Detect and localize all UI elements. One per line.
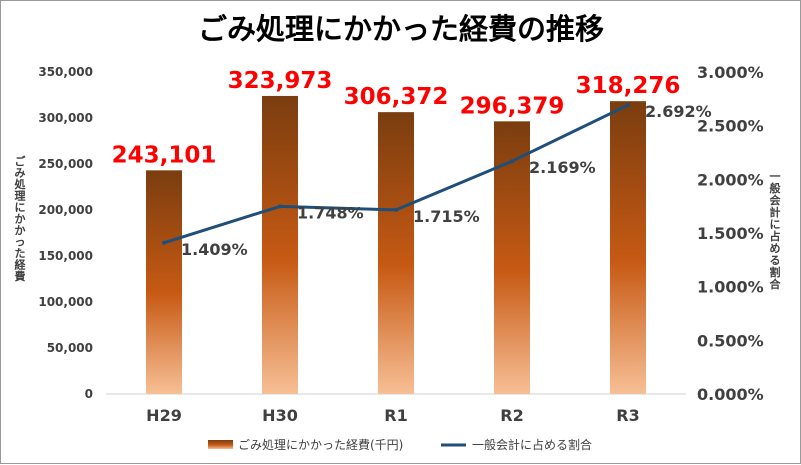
line-point (278, 204, 282, 209)
bar-value-label: 318,276 (576, 73, 681, 99)
line-value-label: 2.692% (645, 102, 712, 121)
y-right-tick-label: 2.000% (697, 170, 764, 189)
y-left-tick-label: 300,000 (38, 111, 93, 125)
line-point (394, 207, 398, 212)
bar-value-label: 243,101 (112, 142, 217, 168)
x-tick-label: H29 (146, 406, 182, 425)
legend-swatch-bar (208, 440, 233, 449)
line-value-label: 1.715% (413, 207, 480, 226)
y-left-tick-label: 100,000 (38, 295, 93, 309)
y-left-tick-label: 50,000 (47, 341, 93, 355)
bar (610, 101, 646, 394)
y-left-axis-title: ごみ処理にかかった経費 (14, 154, 27, 283)
y-left-tick-label: 250,000 (38, 157, 93, 171)
line-value-label: 2.169% (529, 158, 596, 177)
x-tick-label: H30 (262, 406, 298, 425)
x-tick-label: R2 (500, 406, 523, 425)
bar-value-label: 306,372 (344, 84, 449, 110)
y-right-tick-label: 2.500% (697, 117, 764, 136)
x-tick-label: R1 (384, 406, 407, 425)
y-right-tick-label: 3.000% (697, 63, 764, 82)
line-value-label: 1.409% (181, 240, 248, 259)
line-point (162, 240, 166, 245)
line-point (626, 103, 630, 108)
line-point (510, 159, 514, 164)
bar (262, 95, 298, 395)
bar-value-label: 323,973 (228, 68, 333, 94)
y-left-tick-label: 200,000 (38, 203, 93, 217)
legend-label-bar: ごみ処理にかかった経費(千円) (238, 437, 403, 452)
line-value-label: 1.748% (297, 203, 364, 222)
y-left-tick-label: 150,000 (38, 249, 93, 263)
plot-area: 0 50,000 100,000 150,000 200,000 250,000 300,0… (14, 63, 782, 452)
y-right-tick-label: 1.500% (697, 224, 764, 243)
x-tick-label: R3 (616, 406, 639, 425)
chart-title: ごみ処理にかかった経費の推移 (198, 12, 604, 46)
y-right-tick-label: 1.000% (697, 278, 764, 297)
y-right-tick-label: 0.500% (697, 331, 764, 350)
y-right-tick-label: 0.000% (697, 385, 764, 404)
legend-label-line: 一般会計に占める割合 (472, 437, 592, 452)
bar-value-label: 296,379 (460, 93, 565, 119)
bar (378, 112, 414, 394)
y-left-tick-label: 0 (85, 387, 93, 401)
bar (146, 170, 182, 394)
y-right-axis-title: 一般会計に占める割合 (770, 170, 782, 291)
y-left-tick-label: 350,000 (38, 65, 93, 79)
